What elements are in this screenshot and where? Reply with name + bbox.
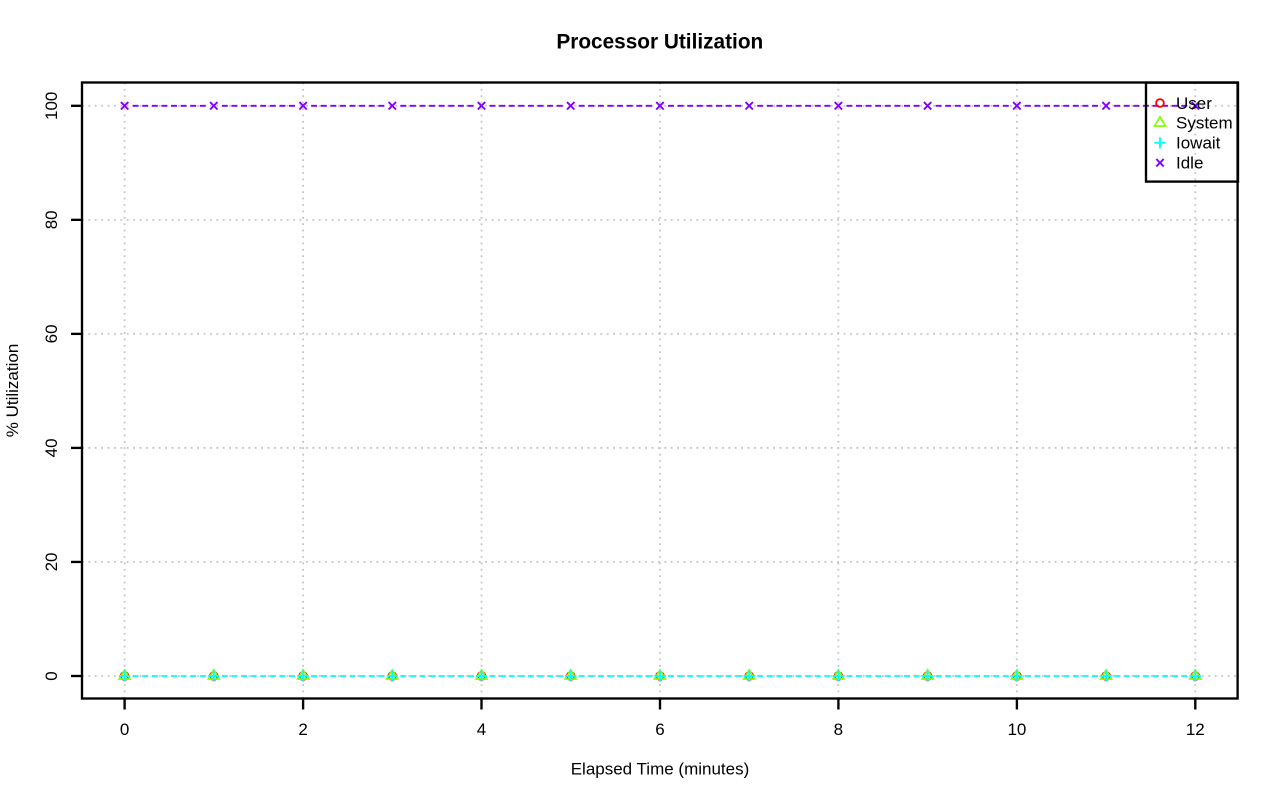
svg-text:User: User (1176, 94, 1212, 113)
svg-text:Processor Utilization: Processor Utilization (556, 30, 763, 53)
svg-text:Iowait: Iowait (1176, 134, 1221, 153)
svg-text:4: 4 (477, 720, 486, 739)
svg-text:System: System (1176, 114, 1233, 133)
svg-text:100: 100 (42, 92, 61, 120)
svg-text:40: 40 (42, 438, 61, 457)
svg-text:% Utilization: % Utilization (3, 344, 22, 438)
svg-text:2: 2 (298, 720, 307, 739)
svg-text:12: 12 (1186, 720, 1205, 739)
svg-text:Idle: Idle (1176, 154, 1203, 173)
svg-text:10: 10 (1007, 720, 1026, 739)
svg-text:80: 80 (42, 210, 61, 229)
svg-text:0: 0 (120, 720, 129, 739)
svg-text:20: 20 (42, 552, 61, 571)
svg-text:8: 8 (834, 720, 843, 739)
svg-text:Elapsed Time (minutes): Elapsed Time (minutes) (571, 760, 750, 779)
svg-text:6: 6 (655, 720, 664, 739)
svg-text:0: 0 (42, 671, 61, 680)
svg-text:60: 60 (42, 324, 61, 343)
